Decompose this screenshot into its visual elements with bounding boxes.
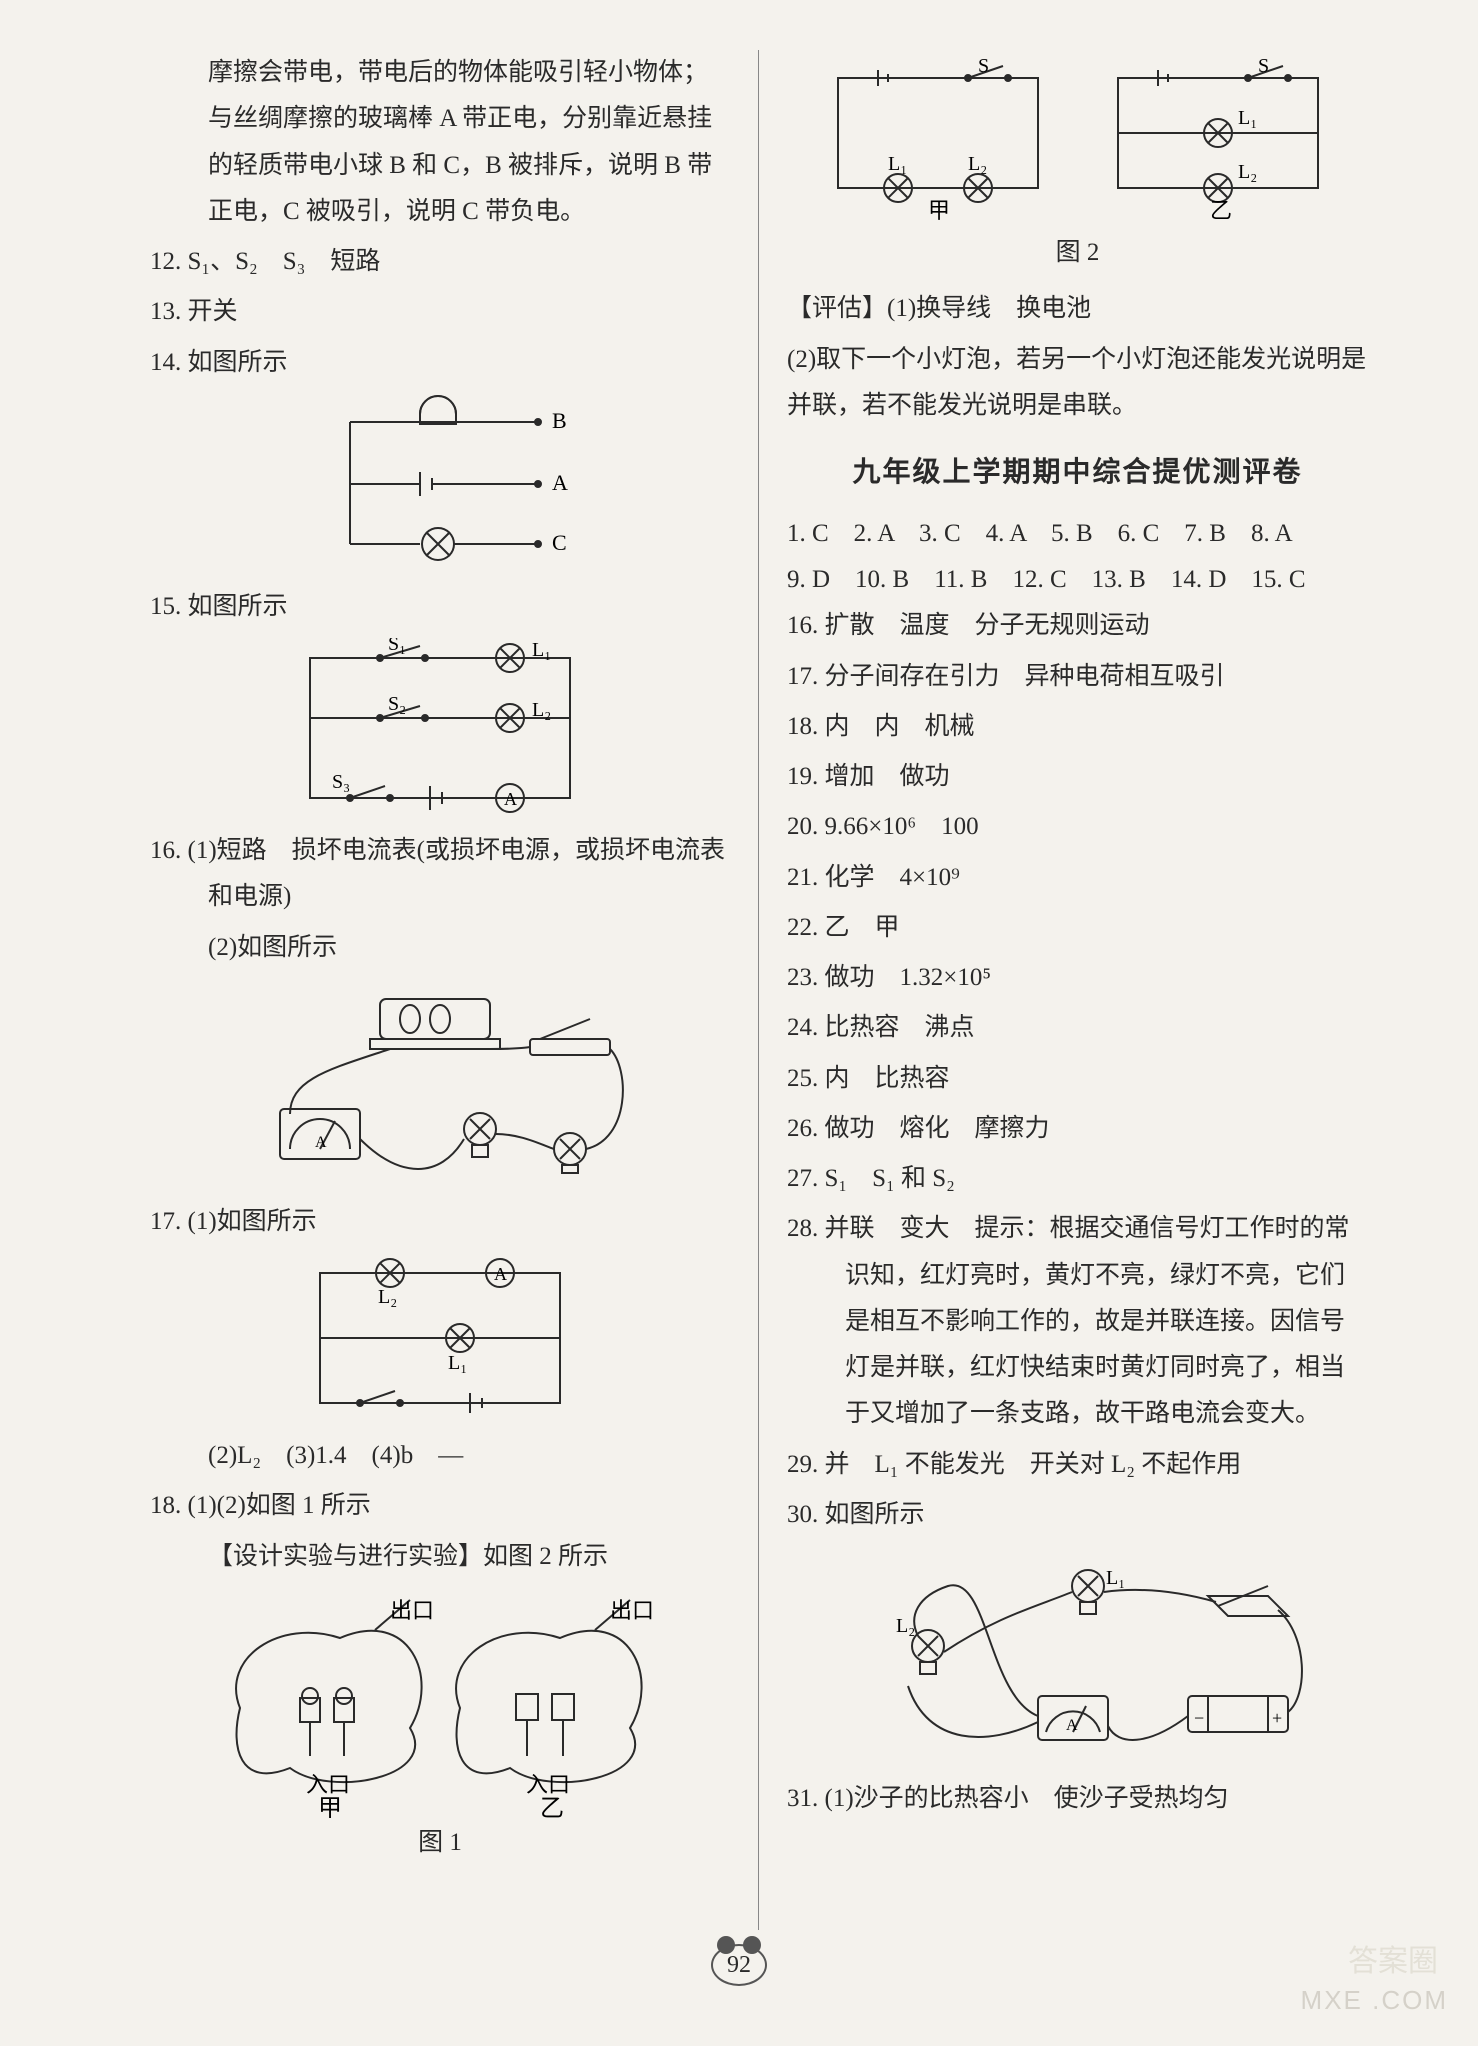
watermark-site: MXE .COM [1301,1985,1448,2016]
answer-16-1: 16. (1)短路 损坏电流表(或损坏电源，或损坏电流表和电源) [150,828,730,921]
figure-q14: B A C [150,394,730,574]
label-A: A [552,470,568,495]
label-q30-a: A [1066,1717,1078,1734]
section-title: 九年级上学期期中综合提优测评卷 [787,447,1368,499]
answer-15: 15. 如图所示 [150,584,730,630]
eval-1: 【评估】(1)换导线 换电池 [787,286,1368,332]
page-footer: 92 [0,1944,1478,1986]
circuit-q16-icon: A [230,979,650,1189]
circuit-q14-icon: B A C [290,394,590,574]
svg-text:L₂: L₂ [532,699,551,721]
svg-text:入口: 入口 [306,1772,350,1797]
svg-text:出口: 出口 [390,1598,434,1623]
answer-14: 14. 如图所示 [150,340,730,386]
svg-text:−: − [1194,1708,1204,1728]
circuit-q15-icon: S₁ S₂ S₃ L₁ L₂ A [270,638,610,818]
label-q30-l1: L₁ [1106,1567,1125,1589]
answer-r26: 26. 做功 熔化 摩擦力 [787,1106,1368,1152]
answer-r29: 29. 并 L₁ 不能发光 开关对 L₂ 不起作用 [787,1442,1368,1488]
page: 摩擦会带电，带电后的物体能吸引轻小物体；与丝绸摩擦的玻璃棒 A 带正电，分别靠近… [0,0,1478,2046]
figure-2-caption: 图 2 [787,230,1368,276]
figure-2: S S L₁ L₂ L₁ L₂ 甲 乙 图 2 [787,58,1368,276]
diagram-fig1-icon: 出口 出口 入口 入口 甲 乙 [210,1588,670,1818]
figure-1: 出口 出口 入口 入口 甲 乙 图 1 [150,1588,730,1866]
left-column: 摩擦会带电，带电后的物体能吸引轻小物体；与丝绸摩擦的玻璃棒 A 带正电，分别靠近… [150,50,759,1930]
answer-r28: 28. 并联 变大 提示：根据交通信号灯工作时的常识知，红灯亮时，黄灯不亮，绿灯… [787,1206,1368,1437]
answer-17-2: (2)L₂ (3)1.4 (4)b — [150,1433,730,1479]
circuit-fig2-icon: S S L₁ L₂ L₁ L₂ 甲 乙 [818,58,1338,228]
svg-text:出口: 出口 [610,1598,654,1623]
answer-r21: 21. 化学 4×10⁹ [787,855,1368,901]
answer-r19: 19. 增加 做功 [787,754,1368,800]
answer-r16: 16. 扩散 温度 分子无规则运动 [787,603,1368,649]
answer-18-2: 【设计实验与进行实验】如图 2 所示 [150,1534,730,1580]
svg-text:+: + [1272,1708,1282,1728]
circuit-q17-icon: L₂ L₁ A [280,1253,600,1423]
answer-r18: 18. 内 内 机械 [787,704,1368,750]
right-column: S S L₁ L₂ L₁ L₂ 甲 乙 图 2 【评估】(1)换导线 换电池 (… [759,50,1368,1930]
label-l1: L₁ [888,153,907,175]
label-s-right: S [1258,58,1269,77]
svg-text:入口: 入口 [526,1772,570,1797]
figure-q15: S₁ S₂ S₃ L₁ L₂ A [150,638,730,818]
page-number-badge: 92 [711,1944,767,1986]
label-l1-r: L₁ [1238,107,1257,129]
answer-r20: 20. 9.66×10⁶ 100 [787,804,1368,850]
mc-line-2: 9. D 10. B 11. B 12. C 13. B 14. D 15. C [787,557,1368,603]
label-l2: L₂ [968,153,987,175]
answer-r31: 31. (1)沙子的比热容小 使沙子受热均匀 [787,1776,1368,1822]
watermark-cn: 答案圈 [1348,1936,1438,1980]
svg-text:L₁: L₁ [448,1352,467,1374]
answer-r25: 25. 内 比热容 [787,1056,1368,1102]
two-column-layout: 摩擦会带电，带电后的物体能吸引轻小物体；与丝绸摩擦的玻璃棒 A 带正电，分别靠近… [150,50,1368,1930]
mc-line-1: 1. C 2. A 3. C 4. A 5. B 6. C 7. B 8. A [787,511,1368,557]
answer-r17: 17. 分子间存在引力 异种电荷相互吸引 [787,654,1368,700]
figure-q16: A [150,979,730,1189]
svg-text:S₁: S₁ [388,638,406,655]
label-B: B [552,408,567,433]
svg-text:甲: 甲 [318,1796,342,1818]
answer-12: 12. S₁、S₂ S₃ 短路 [150,239,730,285]
svg-text:乙: 乙 [540,1796,564,1818]
figure-q17: L₂ L₁ A [150,1253,730,1423]
label-l2-r: L₂ [1238,161,1257,183]
answer-18-1: 18. (1)(2)如图 1 所示 [150,1483,730,1529]
svg-text:A: A [504,789,517,809]
svg-text:S₂: S₂ [388,693,406,715]
eval-2: (2)取下一个小灯泡，若另一个小灯泡还能发光说明是并联，若不能发光说明是串联。 [787,337,1368,430]
answer-13: 13. 开关 [150,289,730,335]
svg-text:A: A [494,1264,507,1284]
label-q30-l2: L₂ [896,1615,915,1637]
caption-right: 乙 [1210,198,1232,223]
figure-q30: L₁ L₂ A − + [787,1546,1368,1766]
label-C: C [552,530,567,555]
answer-r23: 23. 做功 1.32×10⁵ [787,955,1368,1001]
svg-text:L₁: L₁ [532,639,551,661]
svg-text:L₂: L₂ [378,1286,397,1308]
figure-1-caption: 图 1 [150,1820,730,1866]
answer-16-2: (2)如图所示 [150,925,730,971]
circuit-q30-icon: L₁ L₂ A − + [838,1546,1318,1766]
svg-text:S₃: S₃ [332,771,350,793]
answer-r22: 22. 乙 甲 [787,905,1368,951]
answer-17-1: 17. (1)如图所示 [150,1199,730,1245]
svg-text:A: A [315,1134,327,1151]
intro-paragraph: 摩擦会带电，带电后的物体能吸引轻小物体；与丝绸摩擦的玻璃棒 A 带正电，分别靠近… [150,50,730,235]
caption-left: 甲 [928,198,950,223]
answer-r27: 27. S₁ S₁ 和 S₂ [787,1156,1368,1202]
label-s-left: S [978,58,989,77]
answer-r24: 24. 比热容 沸点 [787,1005,1368,1051]
answer-r30: 30. 如图所示 [787,1492,1368,1538]
